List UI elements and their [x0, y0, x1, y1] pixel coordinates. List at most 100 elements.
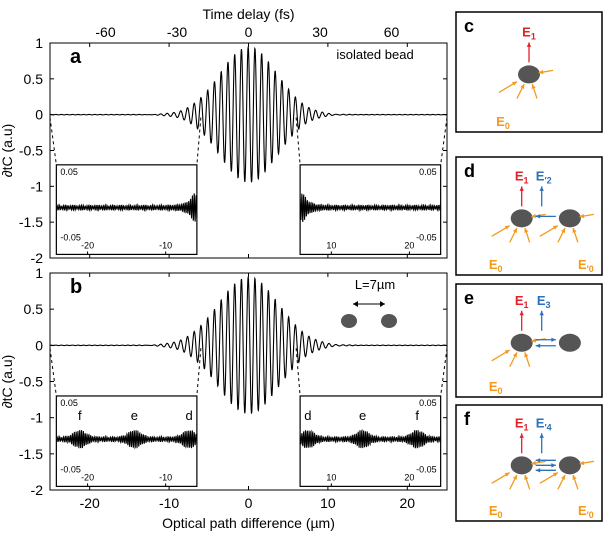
diagram-d: d E1 E0 E′2 E′0	[455, 156, 603, 276]
zoom-connector	[49, 348, 57, 397]
field-label: E′0	[578, 257, 594, 274]
incident-arrow-head	[520, 84, 525, 89]
incident-arrow-head	[504, 472, 510, 477]
incident-arrow-head	[512, 227, 517, 233]
top-tick-label: -60	[95, 24, 115, 40]
coupling-arrow-head	[535, 343, 541, 348]
coupling-arrow-head	[551, 463, 556, 468]
diagram-label: d	[464, 161, 475, 181]
inset-marker-label: f	[78, 408, 82, 423]
diagram-label: c	[464, 16, 474, 36]
field-subscript: 0	[498, 386, 503, 396]
diagram-frame	[455, 11, 603, 133]
bead	[381, 314, 397, 328]
bead	[558, 456, 581, 475]
incident-arrow-head	[512, 474, 517, 480]
y-tick-label: 1	[35, 35, 43, 51]
inset-x-tick-label: -20	[81, 240, 94, 250]
inset-left: -20 -10 0.05 -0.05	[55, 164, 198, 256]
top-tick-label: 30	[312, 24, 328, 40]
bead	[510, 209, 533, 228]
field-subscript: ′0	[587, 264, 594, 274]
scattered-arrow-head	[539, 310, 544, 316]
panel-annotation: isolated bead	[336, 47, 413, 62]
scattered-arrow-head	[519, 186, 524, 191]
field-label: E0	[489, 503, 503, 520]
y-tick-label: -1	[31, 178, 44, 194]
coupling-arrow-head	[535, 468, 541, 473]
scattered-arrow-head	[519, 433, 524, 438]
field-label: E1	[515, 293, 529, 310]
panel-label: a	[70, 46, 82, 68]
top-axis-label: Time delay (fs)	[202, 6, 294, 22]
inset-marker-label: d	[304, 408, 311, 423]
inset-right: 10 20 0.05 -0.05 d e f	[299, 395, 442, 487]
inset-right: 10 20 0.05 -0.05	[299, 164, 442, 256]
main-trace	[49, 46, 448, 183]
bead	[510, 456, 533, 475]
top-tick-label: 60	[384, 24, 400, 40]
incident-arrow-head	[579, 460, 585, 466]
incident-arrow-head	[524, 227, 529, 233]
zoom-connector	[440, 348, 448, 397]
coupling-arrow-head	[551, 337, 556, 342]
diagram-frame	[455, 283, 603, 398]
main-trace	[49, 276, 448, 414]
panel-label: b	[70, 276, 82, 298]
incident-arrow-head	[512, 352, 517, 358]
incident-arrow-head	[524, 352, 529, 358]
field-label: E1	[515, 415, 529, 432]
incident-arrow-head	[531, 84, 536, 89]
field-subscript: ′4	[544, 422, 551, 432]
incident-arrow-head	[579, 213, 585, 219]
inset-marker-label: e	[131, 408, 138, 423]
inset-marker-label: f	[415, 408, 419, 423]
diagram-frame	[455, 404, 603, 522]
inset-y-tick-label: -0.05	[416, 464, 437, 474]
inset-marker-label: e	[359, 408, 366, 423]
y-axis-label: ∂tC (a.u)	[0, 124, 15, 178]
field-label: E1	[515, 168, 529, 185]
y-tick-label: 0.5	[24, 71, 44, 87]
scattered-arrow-head	[526, 42, 532, 47]
inset-x-tick-label: -10	[159, 472, 172, 482]
inset-y-tick-label: -0.05	[416, 232, 437, 242]
field-subscript: 0	[498, 264, 503, 274]
inset-trace	[299, 428, 442, 449]
incident-arrow-head	[561, 227, 566, 233]
zoom-connector	[196, 117, 202, 165]
x-axis-label: Optical path difference (µm)	[162, 515, 335, 531]
incident-arrow-head	[531, 338, 537, 343]
incident-arrow-head	[561, 474, 566, 480]
diagram-e: e E1 E0 E3	[455, 283, 603, 398]
y-tick-label: -1	[31, 410, 44, 426]
field-label: E′2	[536, 168, 552, 185]
zoom-connector	[440, 117, 448, 165]
zoom-connector	[196, 348, 202, 397]
inset-x-tick-label: -10	[159, 240, 172, 250]
field-label: E0	[489, 257, 503, 274]
inset-x-tick-label: 20	[404, 240, 414, 250]
diagram-label: f	[464, 409, 471, 429]
x-tick-label: 0	[245, 495, 253, 511]
x-tick-label: 20	[400, 495, 416, 511]
incident-arrow-head	[538, 69, 544, 75]
field-subscript: ′2	[544, 175, 551, 185]
zoom-connector	[295, 117, 301, 165]
field-label: E′4	[536, 415, 552, 432]
field-label: E′0	[578, 503, 594, 520]
inset-trace	[55, 193, 198, 222]
scattered-arrow-head	[539, 186, 544, 191]
incident-arrow-head	[504, 349, 510, 355]
incident-arrow-head	[504, 225, 510, 230]
y-tick-label: -1.5	[19, 446, 43, 462]
scattered-arrow-head	[519, 310, 524, 316]
field-label: E3	[537, 293, 551, 310]
zoom-connector	[295, 348, 301, 397]
y-tick-label: 0	[35, 337, 43, 353]
incident-arrow-head	[552, 225, 558, 230]
coupling-arrow-head	[535, 214, 541, 219]
y-tick-label: -2	[31, 250, 44, 266]
incident-arrow-head	[531, 213, 537, 219]
